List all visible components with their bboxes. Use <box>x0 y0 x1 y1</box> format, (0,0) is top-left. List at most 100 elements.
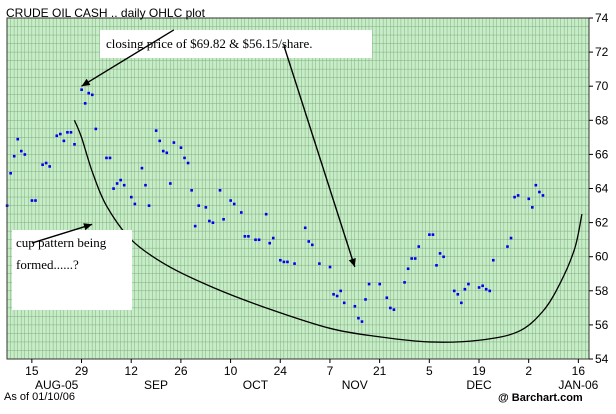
data-points-layer <box>5 88 545 323</box>
price-point <box>208 219 211 223</box>
price-point <box>193 224 197 228</box>
price-point <box>34 199 37 202</box>
price-point <box>48 165 51 168</box>
x-tick-label: 12 <box>125 364 139 378</box>
price-point <box>12 154 16 158</box>
x-tick-label: 7 <box>327 364 334 378</box>
price-point <box>190 189 193 192</box>
price-point <box>232 202 236 206</box>
price-point <box>172 141 176 144</box>
arrow-to-cup-head <box>83 223 93 231</box>
price-point <box>169 182 172 185</box>
source-credit: @ Barchart.com <box>498 392 583 404</box>
price-point <box>541 194 545 197</box>
price-point <box>339 289 342 293</box>
y-tick-label: 62 <box>595 216 609 230</box>
x-tick-label: 15 <box>25 364 39 378</box>
price-point <box>122 183 126 187</box>
y-tick-label: 56 <box>595 318 609 332</box>
price-point <box>509 236 513 240</box>
price-point <box>271 236 275 240</box>
price-point <box>41 163 44 167</box>
price-point <box>254 238 257 242</box>
annotation-closing-price: closing price of $69.82 & $56.15/share. <box>106 36 313 51</box>
price-point <box>218 189 222 192</box>
price-point <box>456 293 460 296</box>
price-point <box>268 241 272 245</box>
price-point <box>364 298 367 301</box>
price-point <box>335 294 339 298</box>
price-point <box>243 235 247 238</box>
price-point <box>538 190 541 194</box>
price-point <box>442 255 445 259</box>
month-label: AUG-05 <box>35 378 79 392</box>
price-point <box>332 293 335 296</box>
price-point <box>30 199 34 202</box>
price-point <box>105 156 108 160</box>
price-point <box>367 282 371 286</box>
price-point <box>403 281 406 284</box>
price-point <box>431 233 435 236</box>
price-point <box>406 267 410 271</box>
chart-title: CRUDE OIL CASH .. daily OHLC plot <box>6 6 206 20</box>
price-point <box>23 153 27 156</box>
price-point <box>165 151 169 155</box>
price-point <box>94 127 98 131</box>
price-point <box>491 258 495 262</box>
x-tick-label: 29 <box>75 364 89 378</box>
month-label: NOV <box>342 378 368 392</box>
y-tick-label: 64 <box>595 182 609 196</box>
x-tick-label: 5 <box>426 364 433 378</box>
price-point <box>413 257 417 260</box>
price-point <box>144 183 147 187</box>
arrow-to-trough-head <box>348 257 356 267</box>
price-point <box>360 320 364 323</box>
price-point <box>534 183 538 187</box>
annotation-cup-wrap: cup pattern being formed......? <box>16 235 107 272</box>
price-point <box>516 194 520 197</box>
price-point <box>293 262 296 265</box>
price-point <box>531 206 534 209</box>
y-tick-label: 70 <box>595 79 609 93</box>
x-tick-label: 21 <box>373 364 387 378</box>
price-point <box>69 131 73 134</box>
price-point <box>264 212 268 216</box>
month-labels: AUG-05 SEP OCT NOV DEC JAN-06 <box>35 378 599 392</box>
price-point <box>130 195 133 199</box>
price-point <box>90 93 94 97</box>
annotation-cup-pattern: cup pattern being formed......? <box>16 235 107 272</box>
y-tick-label: 60 <box>595 250 609 264</box>
price-point <box>204 206 208 209</box>
price-point <box>158 139 161 143</box>
price-point <box>410 257 413 260</box>
price-point <box>19 149 23 153</box>
price-point <box>279 258 282 262</box>
price-point <box>66 131 69 134</box>
x-tick-label: 24 <box>274 364 288 378</box>
cup-curve <box>73 120 583 343</box>
arrow-to-cup <box>31 223 93 244</box>
price-point <box>112 187 115 190</box>
price-point <box>353 304 357 308</box>
arrow-to-trough <box>283 45 356 268</box>
price-point <box>417 245 421 248</box>
price-point <box>467 282 470 286</box>
price-point <box>211 221 215 224</box>
month-label: OCT <box>243 378 269 392</box>
price-point <box>506 245 509 248</box>
annotation-box-top <box>100 30 372 58</box>
y-tick-label: 72 <box>595 45 609 59</box>
price-point <box>342 301 346 305</box>
as-of-date: As of 01/10/06 <box>4 391 75 403</box>
price-point <box>197 204 201 207</box>
price-point <box>385 296 389 300</box>
price-point <box>460 301 463 305</box>
y-tick-label: 68 <box>595 113 609 127</box>
x-tick-label: 19 <box>472 364 486 378</box>
x-tick-label: 16 <box>572 364 586 378</box>
price-point <box>428 233 431 236</box>
y-tick-label: 54 <box>595 352 609 366</box>
price-point <box>481 284 484 288</box>
price-point <box>286 260 289 264</box>
price-point <box>140 166 144 170</box>
